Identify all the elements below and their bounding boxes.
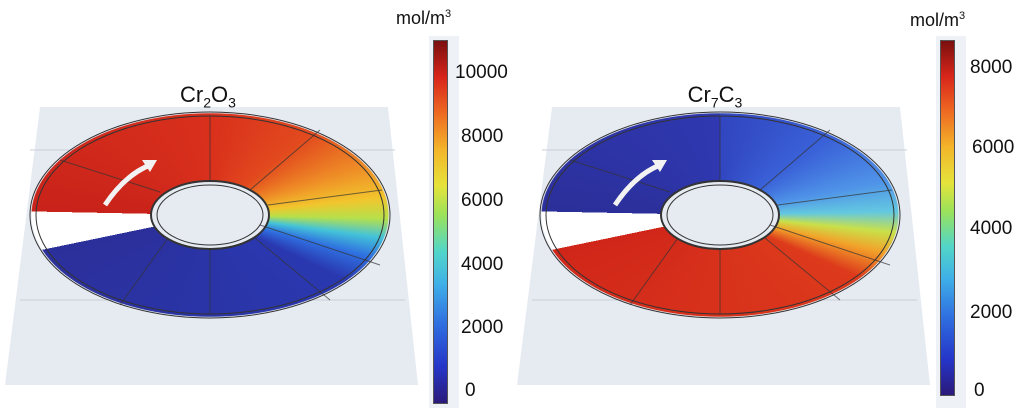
title-cr7c3: Cr7C3 bbox=[687, 82, 743, 111]
colorbar-tick: 2000 bbox=[461, 317, 504, 338]
colorbar bbox=[940, 40, 955, 396]
rotation-arrow-icon bbox=[612, 162, 661, 207]
geometry-outline bbox=[29, 111, 391, 319]
panel-cr2o3: Cr2O3 mol/m3 10000 8000 6000 4000 2000 0 bbox=[5, 8, 508, 408]
colorbar-tick: 6000 bbox=[972, 137, 1015, 158]
colorbar-tick: 0 bbox=[974, 380, 985, 401]
colorbar-tick: 8000 bbox=[461, 126, 504, 147]
colorbar-unit: mol/m3 bbox=[910, 10, 966, 30]
colorbar-unit: mol/m3 bbox=[396, 8, 452, 28]
panel-cr7c3: Cr7C3 mol/m3 8000 6000 4000 2000 0 bbox=[512, 0, 1024, 420]
title-cr2o3: Cr2O3 bbox=[180, 82, 236, 111]
colorbar-tick: 8000 bbox=[970, 57, 1013, 78]
colorbar-tick: 2000 bbox=[970, 302, 1013, 323]
colorbar-tick: 6000 bbox=[461, 190, 504, 211]
colorbar-tick: 0 bbox=[465, 380, 476, 401]
rotation-arrow-icon bbox=[102, 162, 151, 207]
geometry-outline bbox=[539, 111, 901, 319]
colorbar-tick: 4000 bbox=[461, 254, 504, 275]
colorbar-tick: 4000 bbox=[970, 218, 1013, 239]
colorbar-tick: 10000 bbox=[455, 62, 508, 83]
colorbar bbox=[433, 40, 448, 404]
